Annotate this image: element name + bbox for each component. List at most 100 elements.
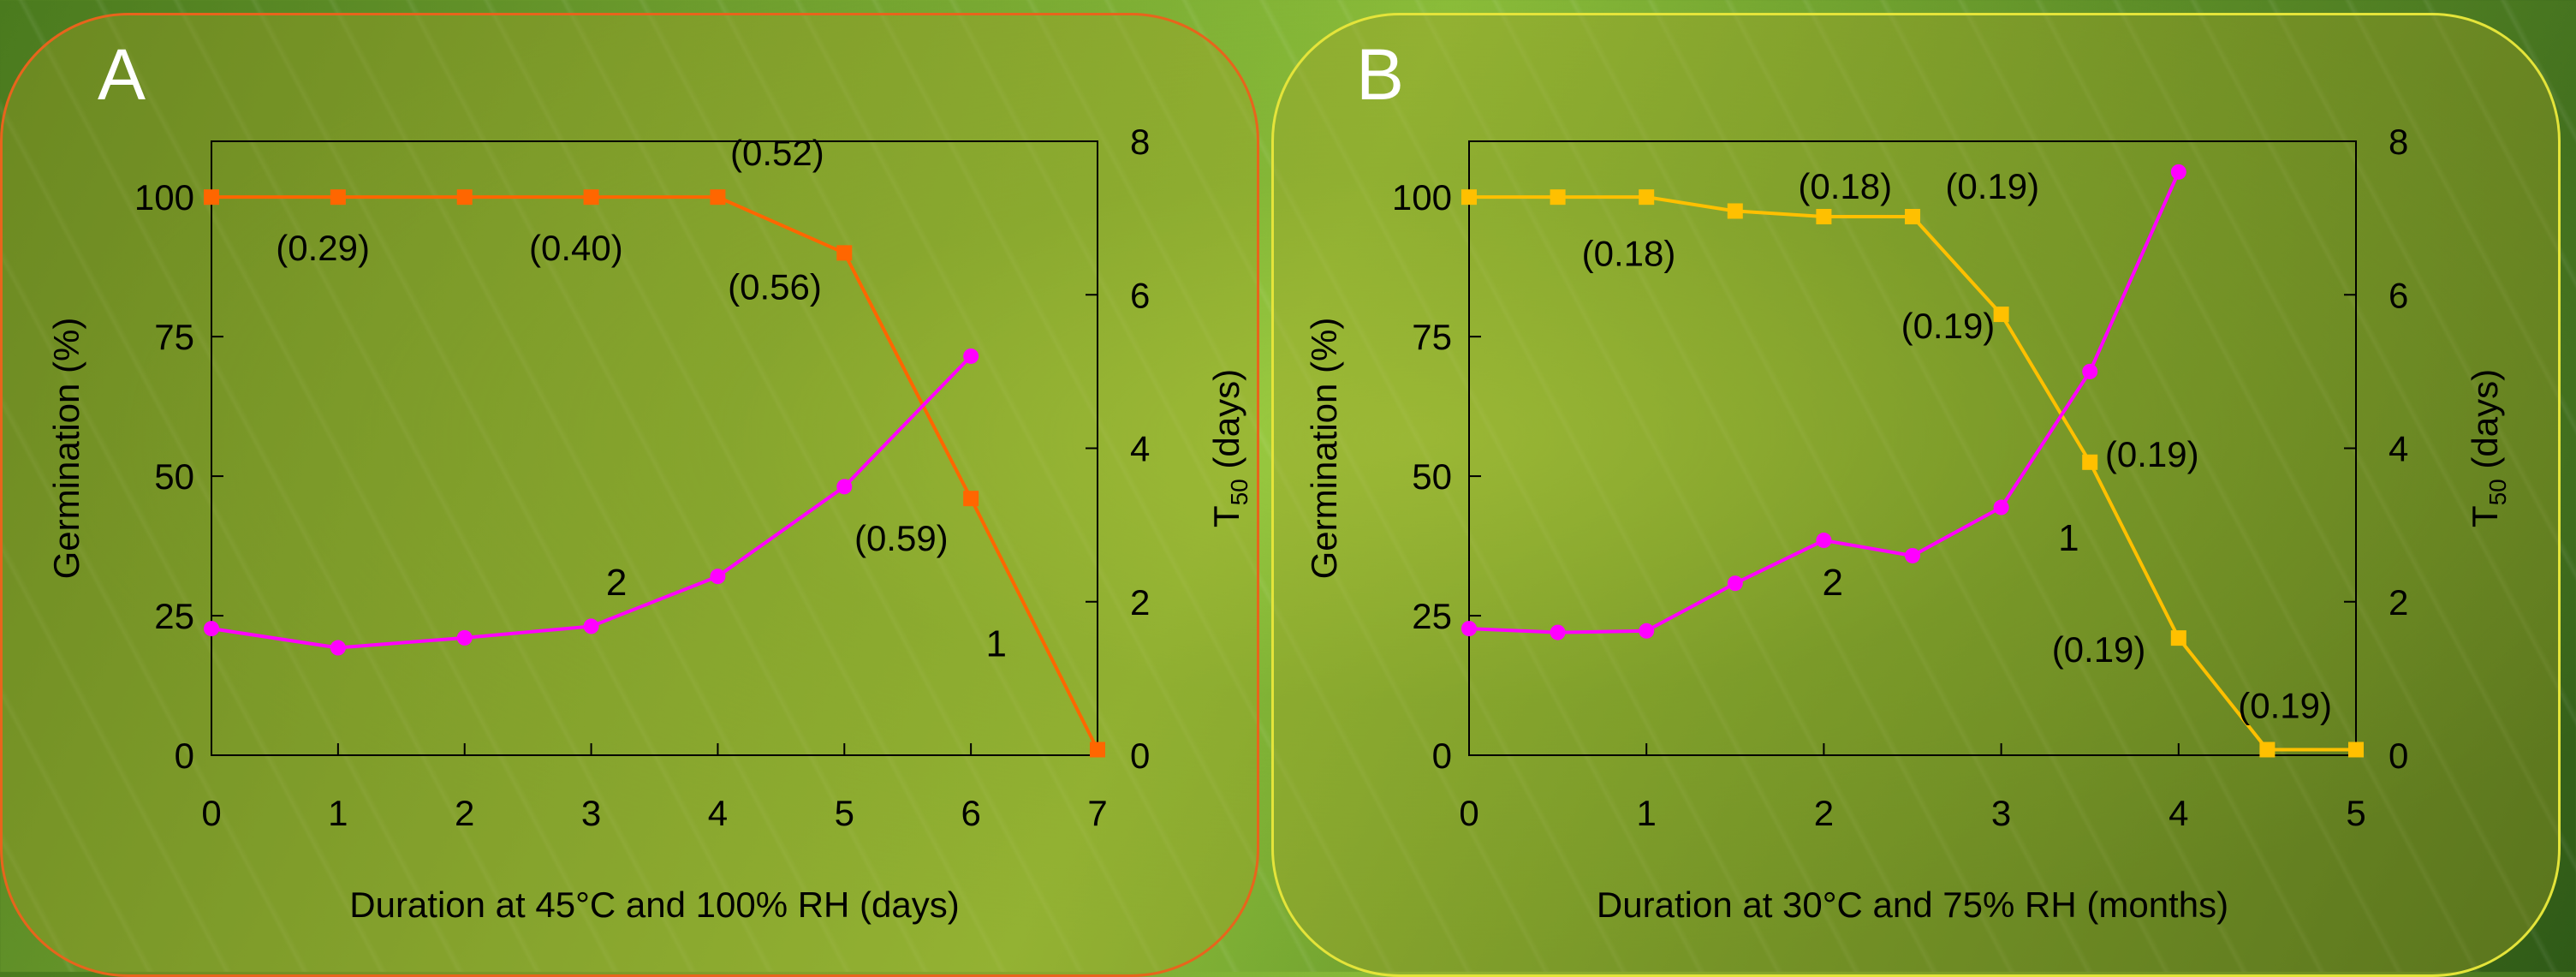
y-tick-label: 100 bbox=[1392, 177, 1452, 217]
annotation-label: (0.19) bbox=[2105, 434, 2199, 474]
annotation-label: (0.18) bbox=[1582, 233, 1676, 273]
y2-tick-label: 0 bbox=[1130, 736, 1150, 776]
x-tick-label: 0 bbox=[1459, 793, 1478, 833]
y2-axis-label-main: T bbox=[1206, 505, 1246, 527]
series-2-point bbox=[1461, 621, 1477, 637]
y-tick-label: 50 bbox=[1412, 456, 1452, 497]
y2-tick-label: 6 bbox=[2389, 275, 2408, 315]
y-tick-label: 100 bbox=[134, 177, 194, 217]
annotation-label: (0.19) bbox=[1901, 306, 1996, 346]
series-1-point bbox=[1905, 208, 1920, 224]
series-1-point bbox=[1993, 307, 2009, 323]
x-tick-label: 6 bbox=[961, 793, 980, 833]
x-tick-label: 2 bbox=[455, 793, 474, 833]
y-tick-label: 25 bbox=[1412, 596, 1452, 636]
series-2-line bbox=[211, 354, 973, 650]
x-tick-label: 0 bbox=[201, 793, 221, 833]
y-tick-label: 0 bbox=[175, 736, 194, 776]
y2-axis-label-rest: (days) bbox=[2465, 369, 2505, 479]
y2-tick-label: 8 bbox=[1130, 122, 1150, 162]
series-2-point bbox=[204, 621, 219, 637]
y2-tick-label: 4 bbox=[2389, 429, 2408, 469]
x-tick-label: 3 bbox=[581, 793, 601, 833]
series-1-point bbox=[456, 189, 473, 206]
annotation-label: (0.56) bbox=[728, 266, 822, 307]
series-1-point bbox=[204, 189, 219, 206]
y2-axis-label: T50 (days) bbox=[2465, 369, 2511, 527]
series-2-point bbox=[963, 348, 979, 364]
y-tick-label: 50 bbox=[154, 456, 194, 497]
x-tick-label: 4 bbox=[708, 793, 728, 833]
series-1-point bbox=[1816, 208, 1832, 224]
y-axis-label: Germination (%) bbox=[46, 318, 86, 580]
series-1-point bbox=[330, 189, 346, 206]
y2-axis-label-sub: 50 bbox=[2484, 479, 2511, 505]
y2-tick-label: 2 bbox=[2389, 582, 2408, 623]
annotation-label: (0.19) bbox=[1945, 166, 2039, 206]
x-tick-label: 7 bbox=[1087, 793, 1107, 833]
series-1-point bbox=[710, 189, 726, 206]
y2-tick-label: 0 bbox=[2389, 736, 2408, 776]
y2-tick-label: 4 bbox=[1130, 429, 1150, 469]
series-1-point bbox=[1639, 189, 1655, 206]
series-label: 1 bbox=[2058, 517, 2079, 559]
x-tick-label: 2 bbox=[1814, 793, 1834, 833]
y-tick-label: 75 bbox=[154, 317, 194, 357]
series-2-point bbox=[1639, 623, 1655, 639]
annotation-label: (0.52) bbox=[730, 133, 824, 173]
panel-a-background bbox=[0, 13, 1259, 977]
series-2-point bbox=[1905, 547, 1920, 563]
series-1-point bbox=[583, 189, 599, 206]
panel-label: A bbox=[98, 34, 146, 115]
x-tick-label: 3 bbox=[1991, 793, 2011, 833]
x-axis-label: Duration at 45°C and 100% RH (days) bbox=[349, 885, 959, 925]
series-1-point bbox=[836, 245, 853, 261]
series-2-point bbox=[583, 618, 599, 634]
y2-tick-label: 6 bbox=[1130, 275, 1150, 315]
y2-axis-label-rest: (days) bbox=[1206, 369, 1246, 479]
series-2-point bbox=[1816, 533, 1832, 549]
x-tick-label: 1 bbox=[1637, 793, 1657, 833]
series-1-point bbox=[2082, 454, 2098, 470]
y-axis-label: Germination (%) bbox=[1304, 318, 1344, 580]
y2-axis-label: T50 (days) bbox=[1206, 369, 1252, 527]
series-1-point bbox=[1727, 203, 1743, 219]
series-2-point bbox=[1993, 499, 2009, 515]
series-label: 1 bbox=[985, 623, 1006, 665]
series-2-point bbox=[330, 640, 346, 656]
y2-axis-label-main: T bbox=[2465, 505, 2505, 527]
x-tick-label: 5 bbox=[835, 793, 854, 833]
series-1-point bbox=[1461, 189, 1477, 206]
annotation-label: (0.29) bbox=[276, 228, 370, 268]
series-1-point bbox=[2259, 742, 2276, 758]
series-1-point bbox=[1090, 742, 1105, 758]
series-1-line bbox=[1469, 195, 2356, 752]
panel-label: B bbox=[1356, 34, 1404, 115]
series-2-point bbox=[1550, 624, 1566, 640]
series-2-point bbox=[2170, 164, 2186, 180]
series-1-point bbox=[2348, 742, 2364, 758]
series-2-point bbox=[2082, 363, 2098, 379]
series-1-line bbox=[211, 195, 1099, 751]
series-2-point bbox=[836, 479, 853, 495]
series-2-point bbox=[1727, 575, 1743, 592]
series-1-point bbox=[963, 491, 979, 507]
annotation-label: (0.18) bbox=[1798, 166, 1892, 206]
y-tick-label: 0 bbox=[1432, 736, 1452, 776]
y2-tick-label: 8 bbox=[2389, 122, 2408, 162]
x-tick-label: 1 bbox=[328, 793, 348, 833]
y2-tick-label: 2 bbox=[1130, 582, 1150, 623]
series-1-point bbox=[1550, 189, 1566, 206]
x-axis-label: Duration at 30°C and 75% RH (months) bbox=[1597, 885, 2228, 925]
series-2-point bbox=[710, 569, 726, 585]
y-tick-label: 25 bbox=[154, 596, 194, 636]
x-tick-label: 5 bbox=[2346, 793, 2365, 833]
annotation-label: (0.40) bbox=[529, 228, 623, 268]
series-1-point bbox=[2170, 630, 2186, 646]
series-2-point bbox=[456, 629, 473, 646]
y-tick-label: 75 bbox=[1412, 317, 1452, 357]
x-tick-label: 4 bbox=[2168, 793, 2188, 833]
